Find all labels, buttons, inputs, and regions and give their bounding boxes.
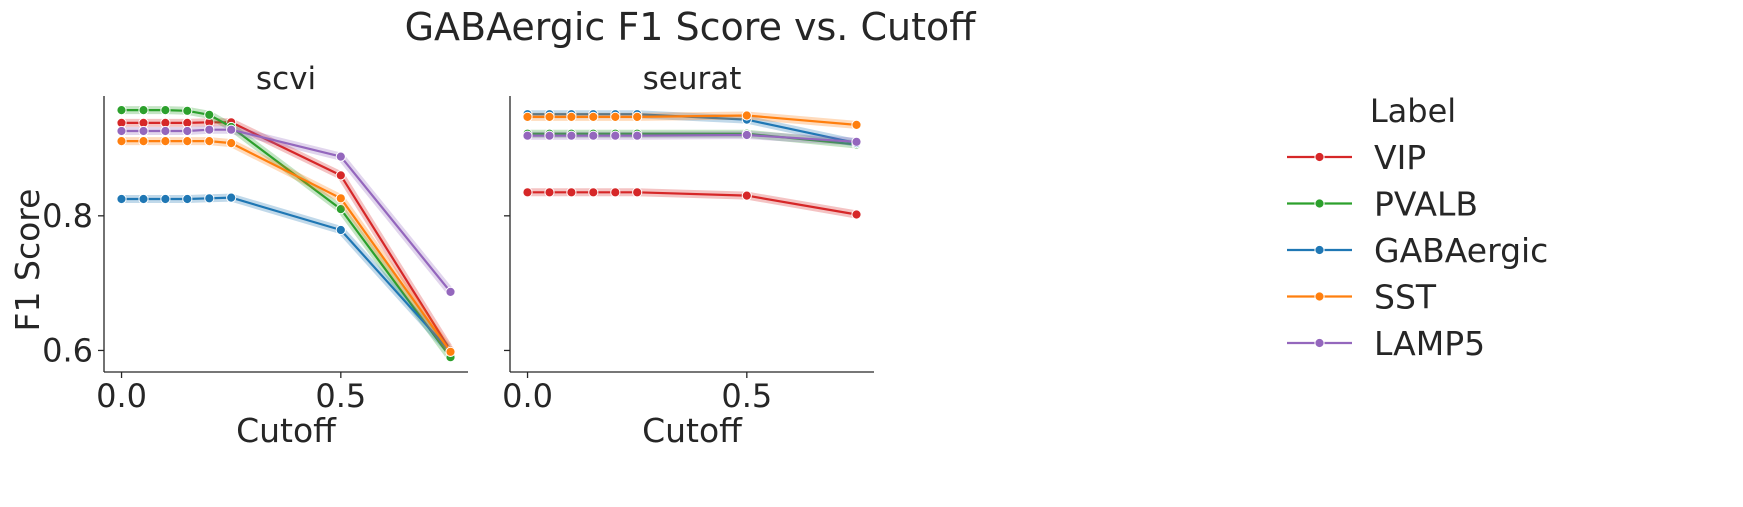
data-point-sst (566, 111, 577, 123)
data-point-lamp5 (204, 124, 215, 135)
data-point-lamp5 (741, 129, 752, 141)
data-point-lamp5 (160, 125, 171, 137)
data-point-sst (204, 136, 215, 147)
legend-marker-pvalb (1314, 198, 1325, 209)
data-point-sst (610, 111, 621, 123)
data-point-pvalb (116, 105, 127, 116)
data-point-sst (544, 111, 555, 123)
data-point-sst (851, 119, 862, 131)
series-pvalb (116, 105, 456, 363)
series-band-vip (523, 188, 861, 219)
data-point-vip (610, 187, 621, 198)
data-point-sst (522, 111, 533, 123)
data-point-pvalb (204, 109, 215, 120)
legend-label-vip: VIP (1374, 138, 1426, 177)
y-axis-label: F1 Score (8, 189, 47, 332)
data-point-sst (160, 136, 171, 147)
data-point-lamp5 (522, 130, 533, 141)
data-point-lamp5 (544, 130, 555, 141)
legend-item-pvalb: PVALB (1287, 185, 1478, 224)
x-tick-label: 0.0 (502, 377, 553, 415)
data-point-sst (116, 136, 127, 147)
chart-title: GABAergic F1 Score vs. Cutoff (405, 5, 977, 49)
data-point-lamp5 (182, 125, 193, 137)
data-point-lamp5 (610, 130, 621, 141)
data-point-lamp5 (138, 125, 149, 137)
legend-item-gabaergic: GABAergic (1287, 231, 1548, 270)
legend-label-lamp5: LAMP5 (1374, 324, 1485, 363)
data-point-lamp5 (226, 124, 237, 135)
data-point-pvalb (182, 105, 193, 116)
data-point-vip (335, 170, 346, 181)
legend-item-sst: SST (1287, 278, 1437, 317)
series-lamp5 (522, 129, 862, 147)
data-point-lamp5 (335, 151, 346, 162)
data-point-gabaergic (138, 193, 149, 205)
data-point-vip (588, 187, 599, 198)
data-point-gabaergic (335, 224, 346, 236)
data-point-gabaergic (226, 192, 237, 203)
data-point-pvalb (138, 105, 149, 116)
data-point-lamp5 (445, 286, 456, 297)
series-band-sst (117, 137, 455, 356)
legend: Label VIP PVALB GABAergic SST LAMP5 (1287, 92, 1548, 363)
data-point-lamp5 (851, 136, 862, 147)
data-point-lamp5 (566, 130, 577, 141)
legend-marker-vip (1314, 151, 1325, 163)
data-point-gabaergic (116, 193, 127, 205)
data-point-vip (544, 187, 555, 198)
x-tick-label: 0.5 (315, 377, 366, 415)
data-point-sst (632, 111, 643, 123)
series-lamp5 (116, 124, 456, 297)
data-point-sst (182, 136, 193, 147)
data-point-sst (741, 110, 752, 121)
panel-title-scvi: scvi (256, 61, 316, 97)
data-point-vip (522, 187, 533, 198)
legend-marker-lamp5 (1314, 337, 1325, 349)
data-point-vip (851, 209, 862, 220)
legend-marker-gabaergic (1314, 244, 1325, 256)
data-point-sst (445, 346, 456, 357)
legend-marker-sst (1314, 291, 1325, 302)
series-sst (522, 110, 862, 131)
x-tick-label: 0.5 (721, 377, 772, 415)
data-point-gabaergic (204, 193, 215, 204)
data-point-vip (741, 190, 752, 201)
legend-title: Label (1370, 92, 1456, 130)
data-point-sst (226, 138, 237, 149)
data-point-sst (138, 136, 149, 147)
legend-item-lamp5: LAMP5 (1287, 324, 1485, 363)
data-point-lamp5 (588, 130, 599, 141)
y-tick-label: 0.8 (42, 197, 93, 235)
data-point-sst (588, 111, 599, 123)
data-point-pvalb (335, 204, 346, 215)
data-point-gabaergic (160, 193, 171, 205)
x-axis-label: Cutoff (642, 411, 743, 450)
legend-label-gabaergic: GABAergic (1374, 231, 1548, 270)
data-point-gabaergic (182, 193, 193, 205)
x-axis-label: Cutoff (236, 411, 337, 450)
legend-label-pvalb: PVALB (1374, 185, 1478, 224)
x-tick-label: 0.0 (96, 377, 147, 415)
series-sst (116, 136, 456, 357)
legend-label-sst: SST (1374, 278, 1437, 317)
data-point-lamp5 (116, 125, 127, 137)
data-point-vip (632, 187, 643, 198)
data-point-vip (566, 187, 577, 198)
data-point-pvalb (160, 105, 171, 116)
y-tick-label: 0.6 (42, 331, 93, 369)
data-point-sst (335, 193, 346, 204)
series-vip (522, 187, 862, 220)
panel-title-seurat: seurat (643, 61, 742, 97)
data-point-lamp5 (632, 130, 643, 141)
legend-item-vip: VIP (1287, 138, 1426, 177)
